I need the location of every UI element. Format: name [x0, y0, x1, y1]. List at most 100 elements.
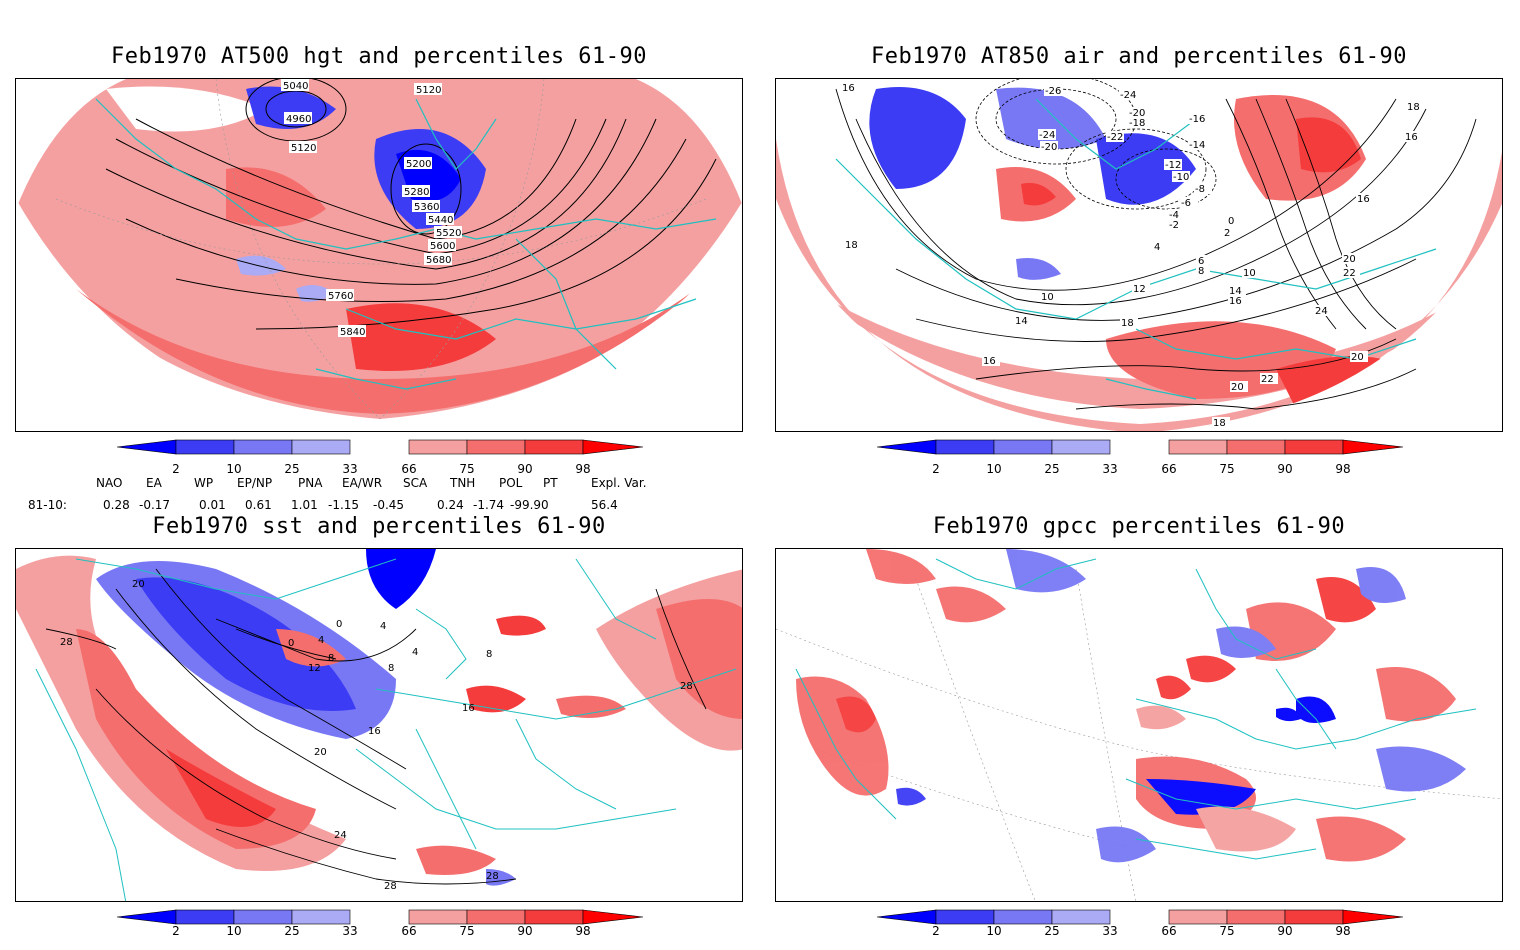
index-header: NAO: [96, 476, 123, 490]
panel-title-gpcc: Feb1970 gpcc percentiles 61-90: [932, 514, 1346, 539]
contour-label: 8: [1198, 266, 1204, 277]
index-header: EA/WR: [342, 476, 383, 490]
index-value: 0.61: [245, 498, 272, 512]
contour-label: 18: [1121, 318, 1134, 329]
contour-label: 16: [368, 726, 381, 737]
contour-label: 16: [1405, 132, 1418, 143]
index-header: POL: [499, 476, 523, 490]
colorbar-tick: 90: [1277, 462, 1293, 476]
contour-label: 8: [486, 649, 492, 660]
colorbar-gpcc: 2 10 25 33 66 75 90 98: [876, 909, 1404, 950]
colorbar-tick: 90: [1277, 924, 1293, 938]
contour-label: 0: [336, 619, 342, 630]
colorbar-swatches: [876, 909, 1404, 925]
contour-label: 16: [983, 356, 996, 367]
contour-label: 14: [1229, 286, 1242, 297]
colorbar-sst: 2 10 25 33 66 75 90 98: [116, 909, 644, 950]
index-value: 0.28: [103, 498, 130, 512]
colorbar-tick: 10: [226, 924, 242, 938]
index-value: 1.01: [291, 498, 318, 512]
index-row-label: 81-10:: [28, 498, 67, 512]
colorbar-tick: 75: [459, 924, 475, 938]
contour-label: 20: [132, 579, 145, 590]
contour-label: 8: [388, 663, 394, 674]
contour-label: 20: [1343, 254, 1356, 265]
colorbar-tick: 33: [1102, 462, 1118, 476]
contour-label: 5520: [436, 228, 461, 239]
colorbar-tick: 66: [1161, 924, 1177, 938]
contour-label: 0: [288, 638, 294, 649]
colorbar-tick: 90: [517, 924, 533, 938]
panel-title-sst: Feb1970 sst and percentiles 61-90: [152, 514, 606, 539]
index-header: PNA: [298, 476, 323, 490]
contour-label: 5120: [291, 143, 316, 154]
contour-label: 22: [1261, 374, 1274, 385]
contour-label: 18: [1213, 418, 1226, 429]
contour-label: 14: [1015, 316, 1028, 327]
contour-label: -24: [1039, 130, 1055, 141]
contour-label: 0: [1228, 216, 1234, 227]
contour-label: -6: [1181, 198, 1191, 209]
contour-label: 16: [842, 83, 855, 94]
colorbar-tick: 98: [1335, 924, 1351, 938]
colorbar-tick: 25: [1044, 924, 1060, 938]
colorbar-tick: 66: [401, 924, 417, 938]
contour-label: 5360: [414, 202, 439, 213]
contour-label: 4: [412, 647, 418, 658]
colorbar-tick: 2: [172, 924, 180, 938]
colorbar-tick: 2: [932, 462, 940, 476]
colorbar-tick: 10: [986, 924, 1002, 938]
contour-label: 12: [1133, 284, 1146, 295]
contour-label: 5200: [406, 159, 431, 170]
colorbar-tick: 25: [284, 924, 300, 938]
map-sst: 28 20 0 4 0 4 8 12 16 20 24 28 28 28 16 …: [15, 548, 743, 902]
contour-label: 5840: [340, 327, 365, 338]
contour-label: 28: [384, 881, 397, 892]
index-header: EA: [146, 476, 162, 490]
index-header: Expl. Var.: [591, 476, 647, 490]
colorbar-tick: 2: [932, 924, 940, 938]
contour-label: 20: [1231, 382, 1244, 393]
colorbar-tick: 25: [1044, 462, 1060, 476]
panel-title-hgt500: Feb1970 AT500 hgt and percentiles 61-90: [110, 44, 648, 69]
map-air850: 16 -26 -24 -20 -18 -24 -20 -22 -16 -14 -…: [775, 78, 1503, 432]
colorbar-swatches: [116, 439, 644, 455]
map-hgt500: 5040 5120 4960 5120 5200 5280 5360 5440 …: [15, 78, 743, 432]
contour-label: 20: [1351, 352, 1364, 363]
colorbar-tick: 33: [1102, 924, 1118, 938]
contour-label: 2: [1224, 228, 1230, 239]
index-value: -0.45: [373, 498, 405, 512]
panel-title-air850: Feb1970 AT850 air and percentiles 61-90: [870, 44, 1408, 69]
index-value: -99.90: [510, 498, 549, 512]
contour-label: 4960: [286, 114, 311, 125]
contour-label: 10: [1041, 292, 1054, 303]
contour-label: -10: [1173, 172, 1189, 183]
contour-label: 8: [328, 653, 334, 664]
contour-label: 28: [680, 681, 693, 692]
contour-label: 28: [486, 871, 499, 882]
contour-label: 5680: [426, 255, 451, 266]
index-header: TNH: [450, 476, 476, 490]
contour-label: 5440: [428, 215, 453, 226]
index-header: EP/NP: [237, 476, 273, 490]
contour-label: -4: [1169, 210, 1179, 221]
colorbar-tick: 98: [575, 462, 591, 476]
contour-label: 18: [1407, 102, 1420, 113]
colorbar-swatches: [876, 439, 1404, 455]
index-value: 0.01: [199, 498, 226, 512]
colorbar-tick: 10: [986, 462, 1002, 476]
contour-label: -26: [1045, 86, 1061, 97]
contour-label: 4: [380, 621, 386, 632]
contour-label: -8: [1195, 184, 1205, 195]
index-value: 0.24: [437, 498, 464, 512]
colorbar-tick: 98: [1335, 462, 1351, 476]
index-value: -1.74: [473, 498, 505, 512]
contour-label: 16: [462, 703, 475, 714]
colorbar-tick: 66: [1161, 462, 1177, 476]
contour-label: -2: [1169, 220, 1179, 231]
index-value: -0.17: [139, 498, 171, 512]
contour-label: 5600: [430, 241, 455, 252]
colorbar-hgt500: 2 10 25 33 66 75 90 98: [116, 439, 644, 480]
colorbar-tick: 75: [459, 462, 475, 476]
colorbar-tick: 10: [226, 462, 242, 476]
